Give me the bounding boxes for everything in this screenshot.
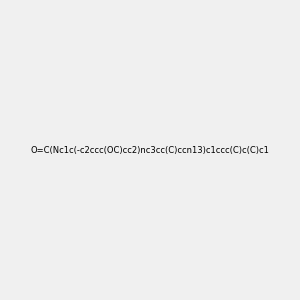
Text: O=C(Nc1c(-c2ccc(OC)cc2)nc3cc(C)ccn13)c1ccc(C)c(C)c1: O=C(Nc1c(-c2ccc(OC)cc2)nc3cc(C)ccn13)c1c… — [31, 146, 269, 154]
